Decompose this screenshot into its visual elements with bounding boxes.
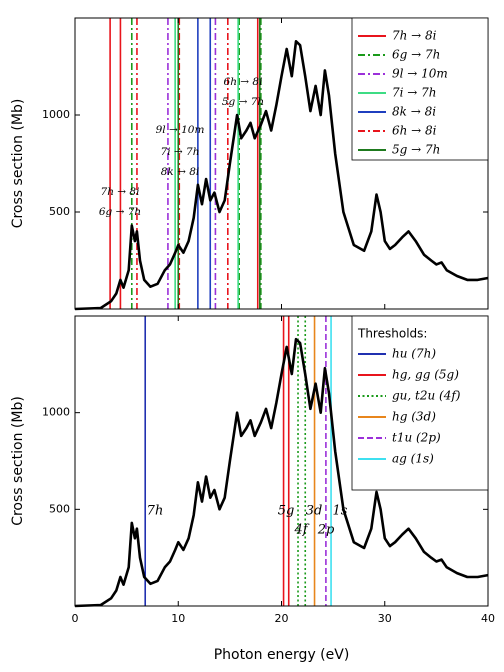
legend-label: hg (3d)	[392, 410, 436, 424]
legend-label: 5g → 7h	[392, 143, 440, 157]
annotation: 1s	[333, 504, 348, 519]
y-tick-label: 500	[49, 502, 70, 515]
y-tick-label: 1000	[42, 406, 70, 419]
annotation: 2p	[317, 523, 335, 538]
annotation: 9l → 10m	[156, 124, 205, 136]
annotation: 7i → 7h	[161, 146, 200, 158]
legend-label: hu (7h)	[392, 347, 436, 361]
annotation: 6h → 8i	[224, 76, 263, 88]
annotation: 8k → 8i	[161, 166, 200, 178]
y-tick-label: 500	[49, 205, 70, 218]
legend-label: 7i → 7h	[392, 86, 437, 100]
legend-box	[351, 315, 489, 491]
legend-label: ag (1s)	[392, 452, 434, 466]
legend-title: Thresholds:	[357, 327, 427, 341]
x-tick-label: 10	[171, 612, 185, 625]
legend-box	[351, 17, 489, 161]
legend-label: 6g → 7h	[392, 48, 440, 62]
y-axis-label: Cross section (Mb)	[10, 396, 26, 526]
annotation: 5g	[278, 504, 295, 519]
legend-label: 7h → 8i	[392, 29, 437, 43]
y-tick-label: 1000	[42, 108, 70, 121]
x-tick-label: 30	[378, 612, 392, 625]
annotation: 5g → 7h	[222, 96, 264, 108]
x-axis-label: Photon energy (eV)	[214, 647, 350, 663]
y-axis-label: Cross section (Mb)	[10, 99, 26, 229]
x-tick-label: 0	[72, 612, 79, 625]
legend-label: hg, gg (5g)	[392, 368, 459, 382]
x-tick-label: 40	[481, 612, 495, 625]
annotation: 4f	[293, 523, 309, 538]
annotation: 3d	[306, 504, 323, 519]
annotation: 6g → 7h	[99, 206, 141, 218]
cross-section-curve	[74, 337, 489, 608]
annotation: 7h	[147, 504, 164, 519]
legend-label: 9l → 10m	[392, 67, 448, 81]
cross-section-curve	[74, 40, 489, 311]
legend-label: 6h → 8i	[392, 124, 437, 138]
legend-label: t1u (2p)	[392, 431, 441, 445]
x-tick-label: 20	[275, 612, 289, 625]
legend-label: 8k → 8i	[392, 105, 436, 119]
legend-label: gu, t2u (4f)	[392, 389, 461, 403]
annotation: 7h → 8i	[101, 186, 140, 198]
